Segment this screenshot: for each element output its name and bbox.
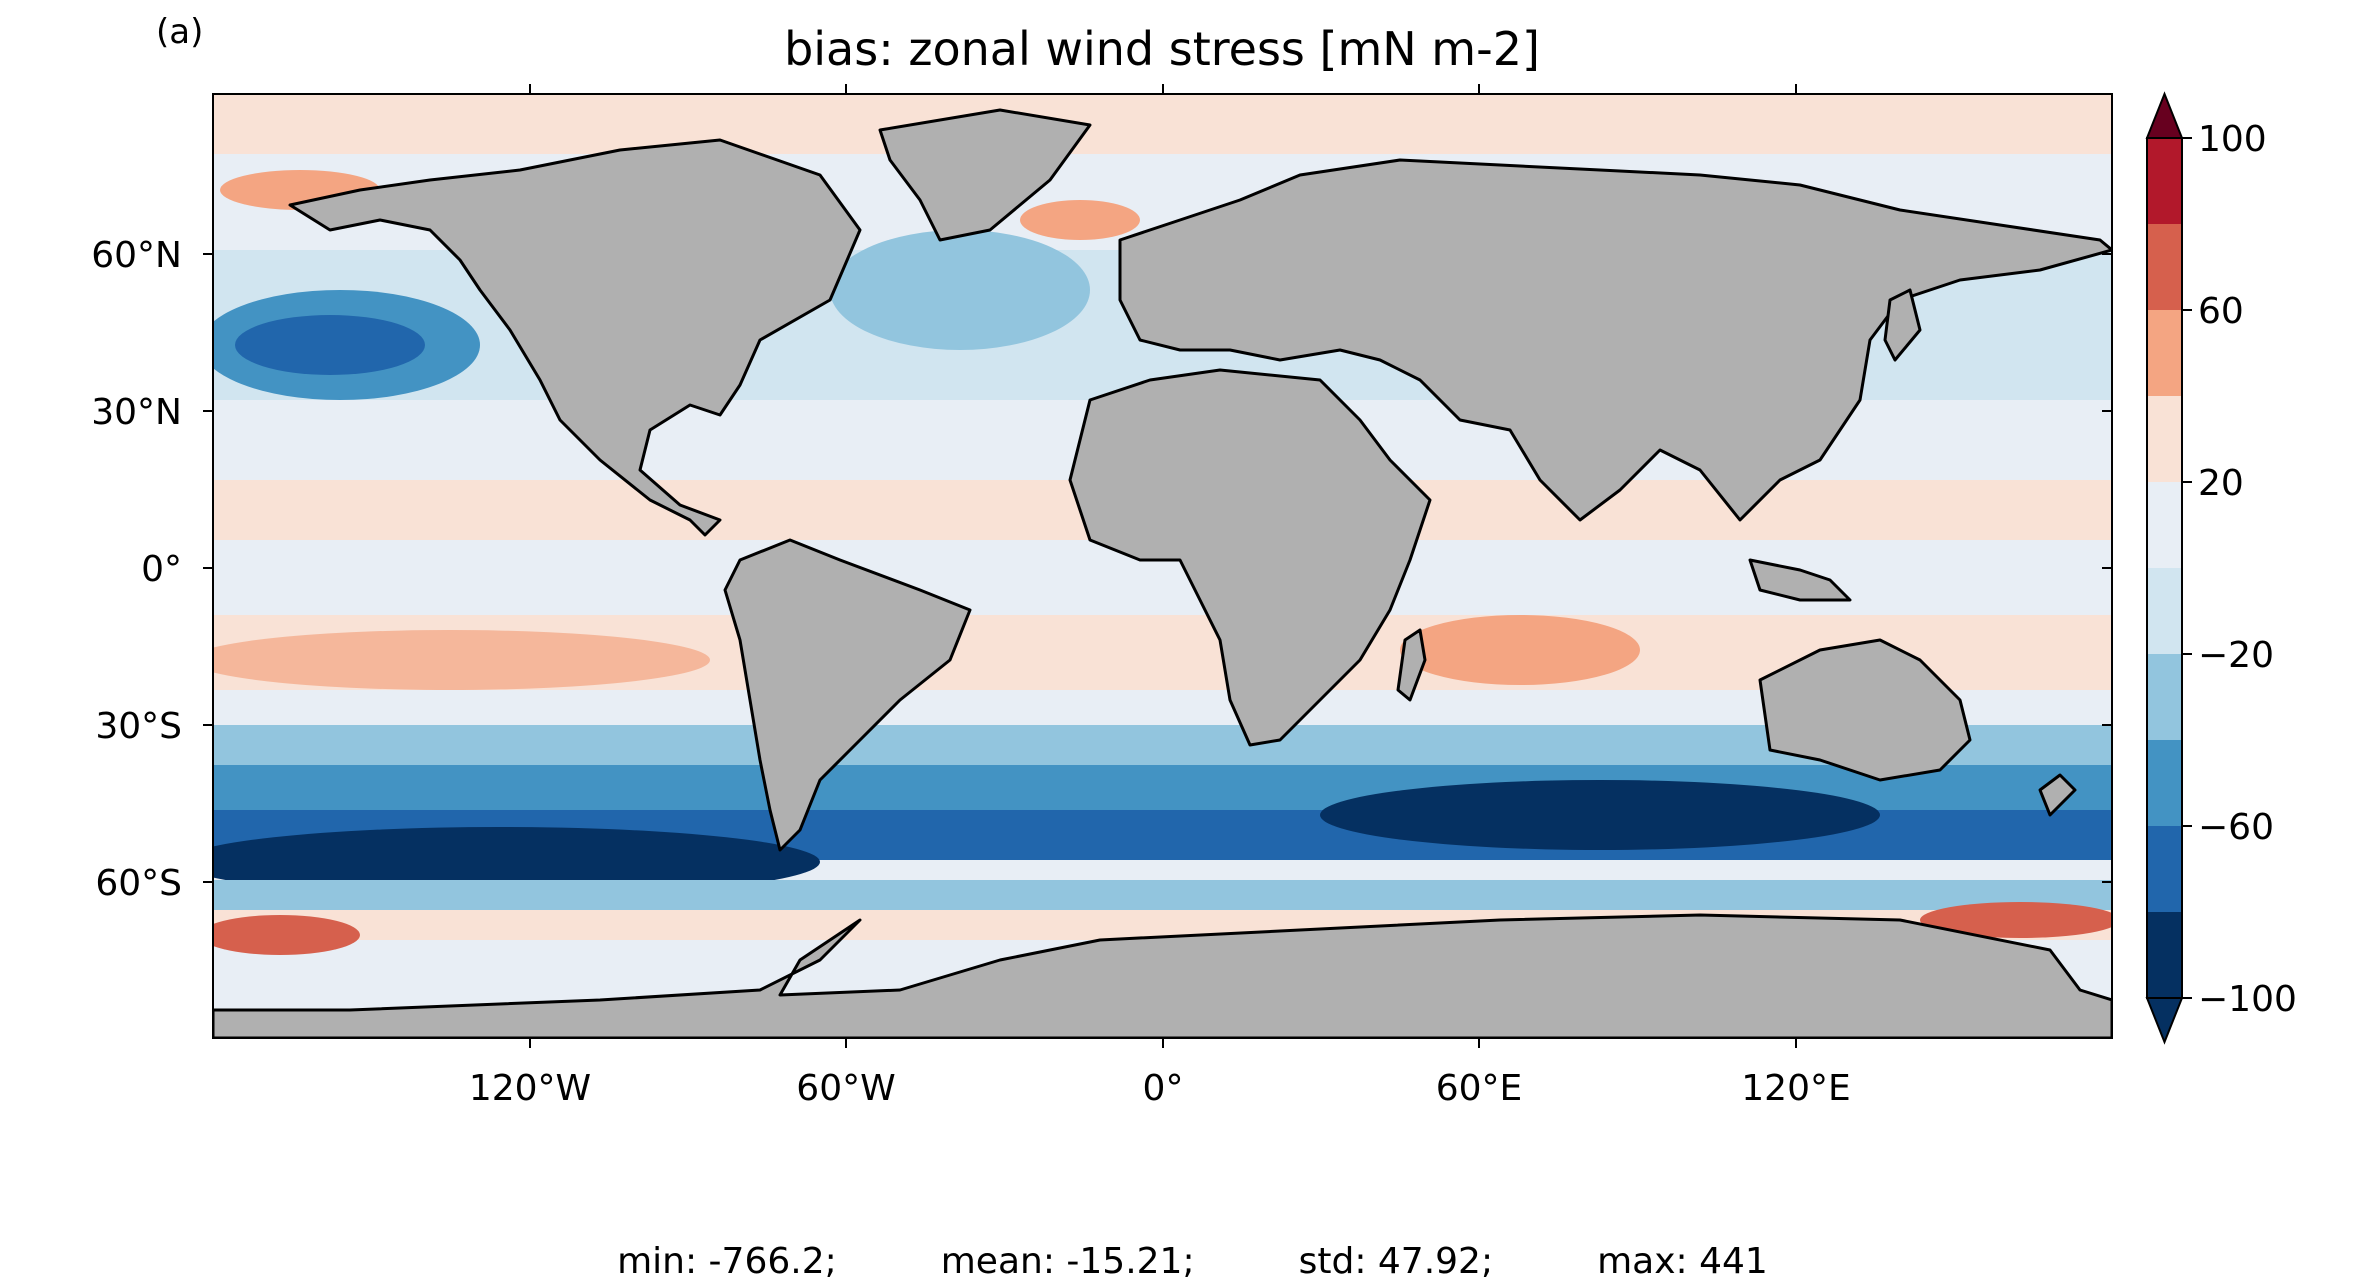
stat-max: max: 441	[1597, 1241, 1768, 1282]
colorbar-segment	[2147, 826, 2182, 913]
southern-ocean-max-indian	[1320, 780, 1880, 850]
colorbar-tick-labels: 100 60 20 −20 −60 −100	[2198, 119, 2297, 1020]
lon-label-120w: 120°W	[469, 1068, 591, 1109]
land	[213, 108, 2112, 1038]
eurasia	[1118, 158, 2112, 522]
colorbar-extend-top	[2145, 91, 2184, 139]
antarctic-positive-east	[1920, 902, 2112, 938]
panel-label: (a)	[156, 12, 204, 52]
lat-label-30s: 30°S	[95, 706, 182, 747]
map-figure: 60°N 30°N 0° 30°S 60°S 120°W 60°W 0° 60°…	[91, 84, 2297, 1109]
colorbar-segment	[2147, 310, 2182, 397]
lat-label-30n: 30°N	[91, 392, 182, 433]
colorbar: 100 60 20 −20 −60 −100	[2145, 91, 2297, 1045]
summary-stats: min: -766.2; mean: -15.21; std: 47.92; max:…	[0, 1200, 2362, 1282]
lat-label-60n: 60°N	[91, 235, 182, 276]
colorbar-ticks	[2182, 137, 2192, 999]
madagascar	[1396, 628, 1427, 702]
japan	[1883, 288, 1922, 362]
southern-ocean-light-south	[213, 880, 2112, 910]
map-title: bias: zonal wind stress [mN m-2]	[784, 22, 1540, 76]
lat-axis	[203, 253, 2112, 883]
colorbar-segment	[2147, 912, 2182, 999]
colorbar-extend-bottom	[2145, 997, 2184, 1045]
colorbar-frame	[2146, 137, 2183, 999]
antarctica	[213, 913, 2112, 1038]
lat-label-60s: 60°S	[95, 863, 182, 904]
antarctic-positive-west	[213, 915, 360, 955]
lon-axis	[529, 84, 1797, 1048]
map-plot-area	[213, 94, 2112, 1038]
stat-min: min: -766.2;	[617, 1241, 837, 1282]
colorbar-segment	[2147, 138, 2182, 225]
south-indian-positive	[1400, 615, 1640, 685]
colorbar-segment	[2147, 224, 2182, 311]
lon-label-120e: 120°E	[1741, 1068, 1850, 1109]
lon-label-0: 0°	[1143, 1068, 1184, 1109]
colorbar-segment	[2147, 482, 2182, 569]
cbar-label-20: 20	[2198, 463, 2244, 504]
north-pacific-strong-negative	[235, 315, 425, 375]
cbar-label-m60: −60	[2198, 807, 2274, 848]
indonesia	[1748, 558, 1852, 602]
colorbar-segment	[2147, 654, 2182, 741]
new-zealand	[2038, 773, 2077, 817]
africa	[1068, 368, 1432, 747]
cbar-label-100: 100	[2198, 119, 2267, 160]
north-atlantic-positive	[1020, 200, 1140, 240]
south-pacific-positive	[213, 630, 710, 690]
south-america	[723, 538, 972, 852]
arctic-band	[213, 94, 2112, 154]
lat-tick-labels: 60°N 30°N 0° 30°S 60°S	[91, 235, 182, 904]
greenland	[878, 108, 1092, 242]
cbar-label-60: 60	[2198, 291, 2244, 332]
stat-mean: mean: -15.21;	[940, 1241, 1195, 1282]
stat-std: std: 47.92;	[1298, 1241, 1494, 1282]
lon-tick-labels: 120°W 60°W 0° 60°E 120°E	[469, 1068, 1851, 1109]
southern-ocean-max-pacific	[213, 827, 820, 897]
north-america	[288, 138, 862, 537]
lon-label-60w: 60°W	[796, 1068, 895, 1109]
colorbar-segment	[2147, 396, 2182, 483]
australia	[1758, 638, 1972, 782]
lon-label-60e: 60°E	[1436, 1068, 1523, 1109]
cbar-label-m100: −100	[2198, 979, 2297, 1020]
cbar-label-m20: −20	[2198, 635, 2274, 676]
north-atlantic-negative	[830, 230, 1090, 350]
colorbar-segment	[2147, 740, 2182, 827]
lat-label-eq: 0°	[141, 549, 182, 590]
colorbar-segment	[2147, 568, 2182, 655]
